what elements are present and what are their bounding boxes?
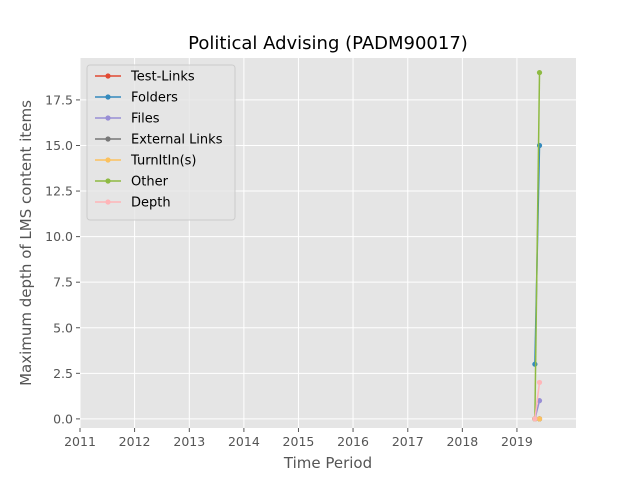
data-point: [536, 416, 543, 422]
y-axis-label: Maximum depth of LMS content items: [17, 100, 35, 386]
axis-ticks: 2011 2012 2013 2014 2015 2016 2017 2018 2019 0.0 2…: [45, 92, 533, 449]
series-group: [532, 69, 543, 422]
y-tick-label: 7.5: [53, 275, 73, 290]
y-tick-label: 17.5: [45, 92, 73, 107]
x-tick-label: 2015: [283, 434, 315, 449]
legend-swatch-marker: [105, 115, 111, 121]
legend-entry-label: Files: [131, 112, 160, 127]
legend-swatch-marker: [105, 178, 111, 184]
legend-entry-label: Other: [131, 175, 169, 190]
legend-swatch-marker: [105, 73, 111, 79]
legend: Test-Links Folders Files External Links Turn…: [86, 64, 236, 221]
data-point: [536, 398, 543, 404]
legend-box: [86, 64, 236, 221]
legend-entry-label: Depth: [131, 196, 171, 211]
data-point: [536, 379, 543, 386]
x-tick-label: 2013: [173, 434, 205, 449]
legend-entry-label: TurnItIn(s): [130, 154, 196, 169]
x-tick-label: 2017: [392, 434, 424, 449]
series-line: [534, 72, 541, 419]
legend-entry-label: Test-Links: [130, 70, 195, 85]
x-axis-label: Time Period: [283, 454, 372, 472]
data-point: [536, 142, 543, 149]
series-depth: [532, 379, 543, 422]
x-tick-label: 2016: [337, 434, 369, 449]
y-tick-label: 2.5: [53, 366, 73, 381]
x-tick-label: 2011: [64, 434, 96, 449]
chart-title: Political Advising (PADM90017): [188, 33, 468, 54]
legend-swatch-marker: [105, 136, 111, 142]
y-tick-label: 10.0: [45, 229, 73, 244]
y-tick-label: 12.5: [45, 184, 73, 199]
legend-swatch-marker: [105, 157, 111, 163]
x-tick-label: 2014: [228, 434, 260, 449]
legend-swatch-marker: [105, 199, 111, 205]
x-tick-label: 2012: [119, 434, 151, 449]
legend-swatch-marker: [105, 94, 111, 100]
y-tick-label: 5.0: [53, 320, 73, 335]
legend-entry-label: External Links: [131, 133, 223, 148]
data-point: [536, 69, 543, 76]
y-tick-label: 15.0: [45, 138, 73, 153]
x-tick-label: 2019: [501, 434, 533, 449]
x-tick-label: 2018: [446, 434, 478, 449]
legend-entry-label: Folders: [131, 91, 178, 106]
series-line: [534, 382, 541, 419]
y-tick-label: 0.0: [53, 411, 73, 426]
data-point: [532, 416, 538, 422]
